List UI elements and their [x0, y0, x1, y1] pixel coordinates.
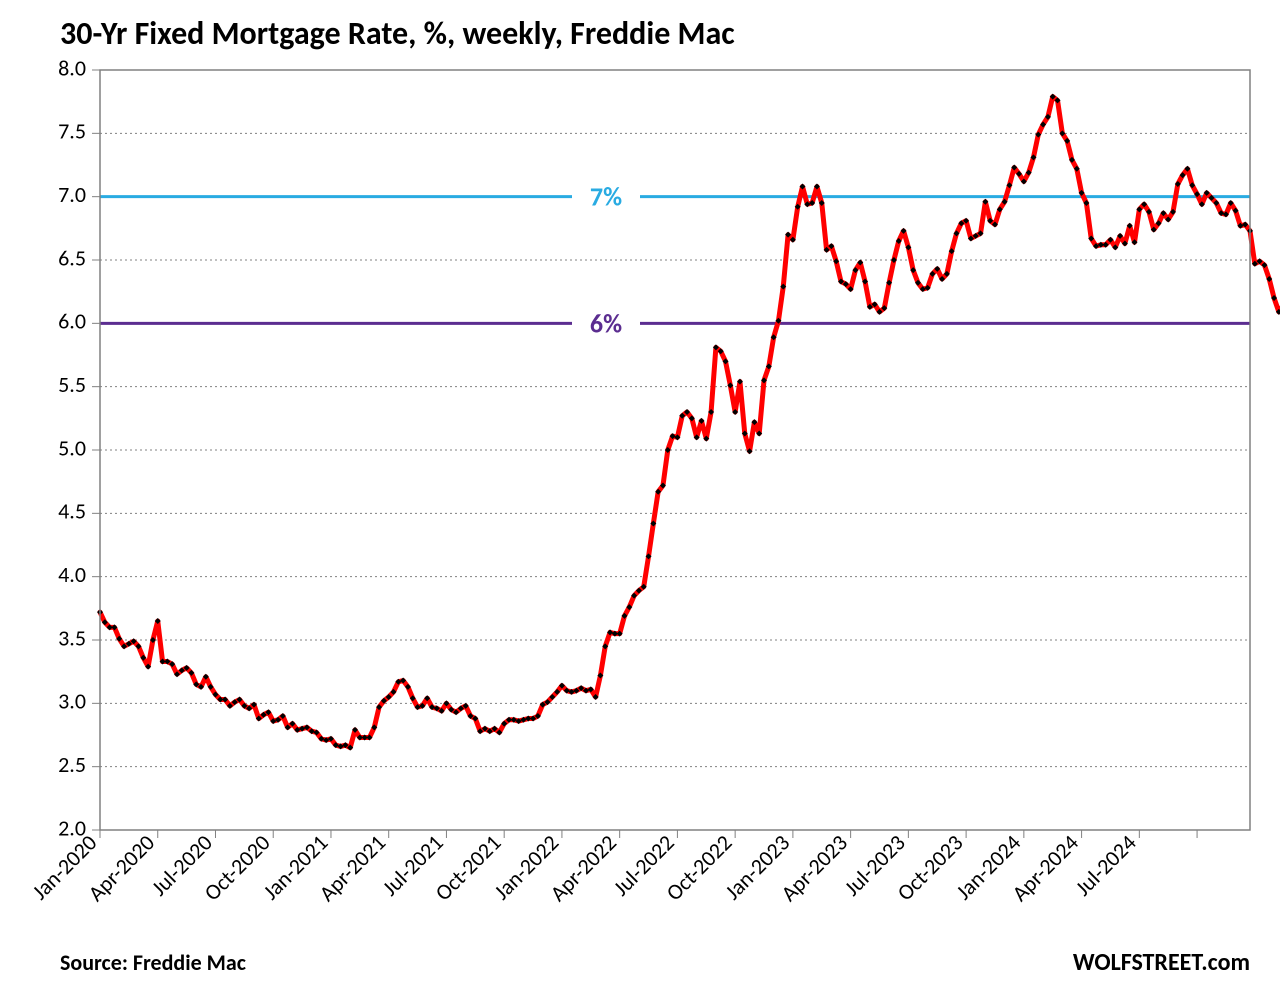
y-tick-label: 7.5 — [58, 118, 86, 145]
reference-line-label: 6% — [590, 307, 622, 339]
y-tick-label: 4.5 — [58, 498, 86, 525]
y-tick-label: 5.5 — [58, 371, 86, 398]
mortgage-rate-chart: 30-Yr Fixed Mortgage Rate, %, weekly, Fr… — [0, 0, 1280, 987]
y-tick-label: 3.0 — [58, 688, 86, 715]
y-tick-label: 7.0 — [58, 181, 86, 208]
source-label: Source: Freddie Mac — [60, 949, 246, 976]
watermark: WOLFSTREET.com — [1073, 948, 1250, 977]
y-tick-label: 5.0 — [58, 434, 86, 461]
chart-title: 30-Yr Fixed Mortgage Rate, %, weekly, Fr… — [60, 14, 735, 53]
y-tick-label: 3.5 — [58, 624, 86, 651]
y-tick-label: 2.5 — [58, 751, 86, 778]
reference-line-label: 7% — [590, 181, 622, 213]
y-tick-label: 6.5 — [58, 244, 86, 271]
y-tick-label: 6.0 — [58, 308, 86, 335]
y-tick-label: 8.0 — [58, 54, 86, 81]
y-tick-label: 4.0 — [58, 561, 86, 588]
